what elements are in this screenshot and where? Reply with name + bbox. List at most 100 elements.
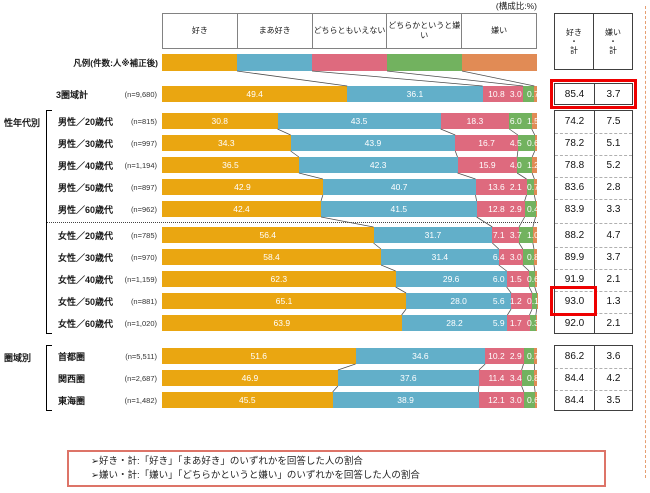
like-total-value: 86.2 (564, 351, 585, 362)
bar-segment-3 (440, 113, 510, 129)
bar-value-label: 5.6 (492, 296, 505, 306)
series-header-4: どちらかというと嫌い (386, 13, 463, 49)
stacked-bar: 62.3 29.6 6.0 1.5 0.6 (162, 271, 539, 287)
summary-table: 85.4 3.7 (554, 83, 633, 105)
bar-value-label: 11.4 (488, 373, 505, 383)
bar-segment-3 (485, 348, 524, 364)
series-legend-header: 好き まあ好き どちらともいえない どちらかというと嫌い 嫌い (162, 13, 537, 49)
bar-value-label: 6.4 (492, 252, 505, 262)
bar-value-label: 43.9 (364, 138, 382, 148)
bar-segment-1 (162, 348, 356, 364)
dislike-total-value: 3.7 (606, 252, 621, 263)
bar-value-label: 42.4 (233, 204, 250, 214)
stacked-bar: 56.4 31.7 7.1 3.7 1.0 (162, 227, 539, 243)
bar-segment-1 (162, 227, 374, 243)
bar-segment-5 (535, 201, 537, 217)
connector-line (386, 70, 524, 87)
note-like-total-definition: ➢好き・計:「好き」「まあ好き」のいずれかを回答した人の割合 (91, 456, 363, 467)
stacked-bar: 45.5 38.9 12.1 3.0 0.6 (162, 392, 539, 408)
bar-segment-1 (162, 135, 291, 151)
bar-segment-5 (532, 227, 537, 243)
summary-row-separator (555, 177, 632, 178)
bar-value-label: 0.3 (527, 318, 539, 328)
bar-segment-2 (290, 135, 456, 151)
bar-value-label: 0.6 (527, 274, 539, 284)
row-label: 女性／20歳代 (58, 231, 114, 241)
bar-segment-1 (162, 113, 278, 129)
like-total-value: 89.9 (564, 252, 585, 263)
bar-segment-5 (534, 135, 537, 151)
bar-value-label: 49.4 (246, 89, 263, 99)
bar-value-label: 12.1 (488, 395, 505, 405)
bar-segment-4 (522, 249, 534, 265)
bar-value-label: 46.9 (241, 373, 259, 383)
male-female-divider-line (46, 222, 538, 223)
bar-segment-3 (507, 315, 530, 331)
summary-table-column-divider (594, 346, 595, 410)
group-label: 性年代別 (4, 118, 41, 128)
bar-value-label: 51.6 (250, 351, 268, 361)
bar-segment-4 (523, 348, 535, 364)
bar-value-label: 0.7 (527, 351, 539, 361)
bar-value-label: 0.6 (527, 138, 539, 148)
bar-segment-1 (162, 392, 333, 408)
bar-value-label: 15.9 (479, 160, 496, 170)
bar-segment-4 (517, 157, 533, 173)
summary-table: 74.2 7.5 78.2 5.1 78.8 5.2 83.6 2.8 83.9 3.3 88.2 4… (554, 110, 633, 334)
bar-value-label: 13.6 (488, 182, 505, 192)
bar-value-label: 3.4 (509, 373, 522, 383)
bar-segment-2 (277, 113, 441, 129)
bar-value-label: 1.0 (527, 230, 539, 240)
bar-value-label: 0.8 (527, 252, 539, 262)
bar-value-label: 0.8 (527, 373, 539, 383)
connector-line (236, 70, 348, 87)
bar-segment-4 (529, 315, 536, 331)
stacked-bar: 42.9 40.7 13.6 2.1 0.7 (162, 179, 539, 195)
bar-value-label: 3.0 (509, 252, 522, 262)
summary-row-separator (555, 155, 632, 156)
like-total-value: 91.9 (564, 274, 585, 285)
dislike-total-value: 5.1 (606, 138, 621, 149)
bar-value-label: 2.9 (509, 204, 522, 214)
sample-size-label: (n=997) (130, 139, 157, 148)
dislike-total-value: 3.3 (606, 204, 621, 215)
bar-value-label: 63.9 (273, 318, 291, 328)
bar-value-label: 0.7 (527, 182, 539, 192)
dislike-total-value: 2.8 (606, 182, 621, 193)
series-header-5: 嫌い (461, 13, 537, 49)
note-dislike-total-definition: ➢嫌い・計:「嫌い」「どちらかというと嫌い」のいずれかを回答した人の割合 (91, 470, 420, 481)
legend-segment-5 (462, 54, 537, 71)
bar-value-label: 1.2 (509, 296, 522, 306)
bar-value-label: 6.0 (509, 116, 522, 126)
dislike-total-value: 4.2 (606, 373, 621, 384)
bar-value-label: 58.4 (263, 252, 280, 262)
composition-unit-label: (構成比:%) (495, 1, 537, 11)
summary-row-separator (555, 247, 632, 248)
sample-size-label: (n=1,159) (124, 275, 157, 284)
bar-segment-1 (162, 179, 323, 195)
bar-value-label: 34.3 (218, 138, 235, 148)
dislike-total-value: 5.2 (606, 160, 621, 171)
bar-segment-1 (162, 249, 381, 265)
bar-segment-5 (534, 370, 538, 386)
dislike-total-value: 2.1 (606, 318, 621, 329)
summary-row-separator (555, 133, 632, 134)
bar-segment-5 (531, 113, 538, 129)
summary-row-separator (555, 199, 632, 200)
bar-value-label: 1.7 (509, 318, 522, 328)
sample-size-label: (n=9,680) (124, 90, 157, 99)
bar-value-label: 4.5 (509, 138, 522, 148)
bar-segment-4 (523, 392, 536, 408)
like-total-value: 83.9 (564, 204, 585, 215)
stacked-bar: 49.4 36.1 10.8 3.0 0.7 (162, 86, 539, 102)
series-header-1: 好き (162, 13, 238, 49)
bar-segment-5 (532, 157, 537, 173)
bar-value-label: 0.6 (527, 395, 539, 405)
row-label: 女性／50歳代 (58, 297, 114, 307)
bar-value-label: 36.5 (222, 160, 239, 170)
bar-value-label: 42.3 (369, 160, 387, 170)
bar-value-label: 38.9 (397, 395, 414, 405)
bar-segment-1 (162, 86, 348, 102)
summary-row-separator (555, 390, 632, 391)
row-label: 女性／60歳代 (58, 319, 114, 329)
